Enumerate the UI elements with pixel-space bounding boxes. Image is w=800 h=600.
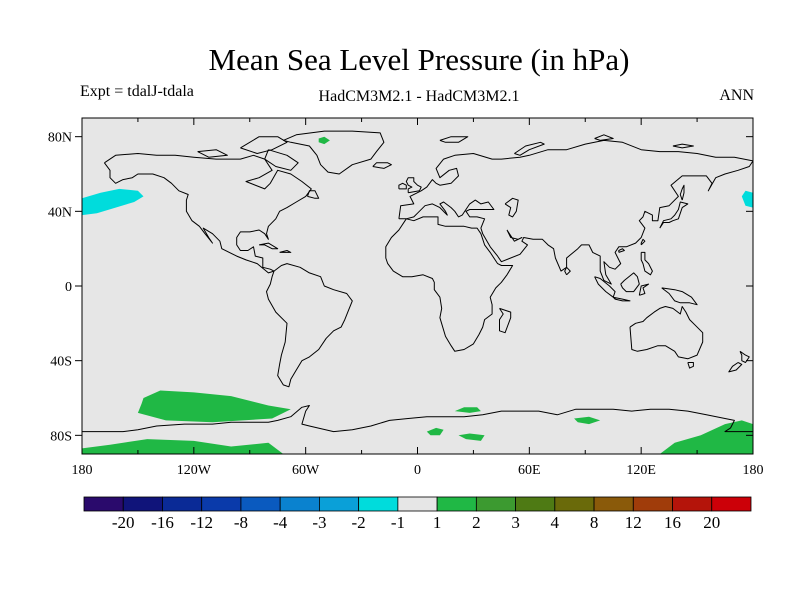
colorbar-label: 1 bbox=[433, 513, 442, 532]
colorbar-box bbox=[397, 496, 438, 512]
y-tick-label: 40N bbox=[48, 205, 72, 220]
colorbar-label: 3 bbox=[511, 513, 520, 532]
coastline-hispaniola bbox=[279, 250, 292, 253]
colorbar-box bbox=[162, 496, 203, 512]
colorbar-box bbox=[240, 496, 281, 512]
model-label: HadCM3M2.1 - HadCM3M2.1 bbox=[318, 88, 520, 105]
x-tick-label: 180 bbox=[743, 463, 764, 478]
coastline-novaya-zemlya bbox=[514, 141, 545, 156]
colorbar-box bbox=[711, 496, 752, 512]
colorbar-label: 8 bbox=[590, 513, 599, 532]
colorbar-label: 2 bbox=[472, 513, 481, 532]
y-tick-label: 0 bbox=[65, 280, 72, 295]
anomaly-region-6 bbox=[454, 407, 481, 413]
coastline-newfoundland bbox=[307, 190, 320, 199]
anomaly-region-9 bbox=[458, 433, 485, 441]
colorbar-label: 4 bbox=[551, 513, 560, 532]
coastline-victoria-island bbox=[197, 149, 228, 158]
coastline-philippines bbox=[640, 251, 653, 276]
colorbar-box bbox=[554, 496, 595, 512]
coastline-hainan bbox=[618, 248, 625, 253]
anomaly-region-0 bbox=[82, 188, 144, 216]
coastline-australia bbox=[629, 306, 704, 360]
colorbar-label: -2 bbox=[352, 513, 366, 532]
coastline-north-america bbox=[103, 153, 312, 274]
coastline-sumatra bbox=[594, 276, 616, 298]
coastline-severnaya-zemlya bbox=[594, 134, 614, 141]
coastline-eurasia bbox=[398, 139, 753, 285]
x-tick-label: 60W bbox=[292, 463, 320, 478]
colorbar-box bbox=[279, 496, 320, 512]
x-tick-label: 120W bbox=[177, 463, 212, 478]
colorbar-box bbox=[593, 496, 634, 512]
colorbar-label: -8 bbox=[234, 513, 248, 532]
coastline-south-america bbox=[266, 263, 353, 388]
coastline-ireland bbox=[398, 182, 407, 190]
x-tick-label: 0 bbox=[414, 463, 421, 478]
coastline-greenland bbox=[283, 130, 385, 175]
x-tick-label: 60E bbox=[518, 463, 541, 478]
coastline-tasmania bbox=[687, 362, 694, 369]
coastline-svalbard bbox=[439, 136, 469, 143]
coastline-sulawesi bbox=[638, 283, 650, 296]
coastline-new-zealand-s bbox=[728, 362, 743, 373]
colorbar-box bbox=[475, 496, 516, 512]
colorbar-label: -20 bbox=[112, 513, 135, 532]
colorbar-box bbox=[201, 496, 242, 512]
coastline-africa bbox=[385, 216, 514, 352]
coastline-madagascar bbox=[499, 307, 512, 334]
coastline-new-zealand-n bbox=[739, 350, 750, 363]
anomaly-region-7 bbox=[574, 416, 601, 425]
colorbar-box bbox=[515, 496, 556, 512]
colorbar-label: 12 bbox=[625, 513, 642, 532]
coastline-caspian bbox=[504, 197, 519, 218]
coastline-new-siberian-is bbox=[672, 143, 694, 149]
anomaly-region-3 bbox=[137, 390, 291, 423]
colorbar-box bbox=[436, 496, 477, 512]
y-tick-label: 80N bbox=[48, 131, 72, 146]
colorbar-label: -16 bbox=[151, 513, 174, 532]
colorbar-box bbox=[319, 496, 360, 512]
coastline-borneo bbox=[620, 272, 640, 293]
colorbar-box bbox=[122, 496, 163, 512]
coastline-japan bbox=[659, 201, 689, 229]
chart-title: Mean Sea Level Pressure (in hPa) bbox=[208, 42, 630, 77]
anomaly-region-4 bbox=[82, 439, 284, 454]
coastline-new-guinea bbox=[661, 287, 698, 306]
y-tick-label: 40S bbox=[50, 355, 72, 370]
colorbar-label: -3 bbox=[312, 513, 326, 532]
colorbar-box bbox=[632, 496, 673, 512]
colorbar-label: -4 bbox=[273, 513, 288, 532]
coastline-sakhalin bbox=[679, 184, 685, 201]
experiment-label: Expt = tdalJ-tdala bbox=[80, 83, 194, 100]
coastline-iceland bbox=[372, 162, 392, 169]
coastline-baffin-island bbox=[264, 149, 299, 171]
coastline-cuba bbox=[259, 242, 279, 250]
y-tick-label: 80S bbox=[50, 429, 72, 444]
coastline-canadian-arctic bbox=[240, 136, 288, 154]
anomaly-region-1 bbox=[741, 190, 753, 208]
anomaly-region-8 bbox=[426, 427, 444, 436]
anomaly-region-2 bbox=[318, 136, 330, 145]
coastline-antarctica bbox=[82, 405, 753, 433]
colorbar-box bbox=[358, 496, 399, 512]
x-tick-label: 180 bbox=[72, 463, 93, 478]
x-tick-label: 120E bbox=[626, 463, 656, 478]
coastline-great-britain bbox=[405, 177, 422, 194]
coastline-taiwan bbox=[640, 238, 646, 246]
colorbar-box bbox=[672, 496, 713, 512]
season-label: ANN bbox=[719, 87, 754, 104]
colorbar-label: -12 bbox=[190, 513, 213, 532]
colorbar-label: 20 bbox=[703, 513, 720, 532]
colorbar-box bbox=[83, 496, 124, 512]
colorbar-label: 16 bbox=[664, 513, 681, 532]
colorbar-label: -1 bbox=[391, 513, 405, 532]
coastline-arabian-sea-gulf bbox=[506, 229, 523, 242]
coastline-sri-lanka bbox=[564, 266, 571, 276]
coastline-java bbox=[612, 296, 631, 302]
